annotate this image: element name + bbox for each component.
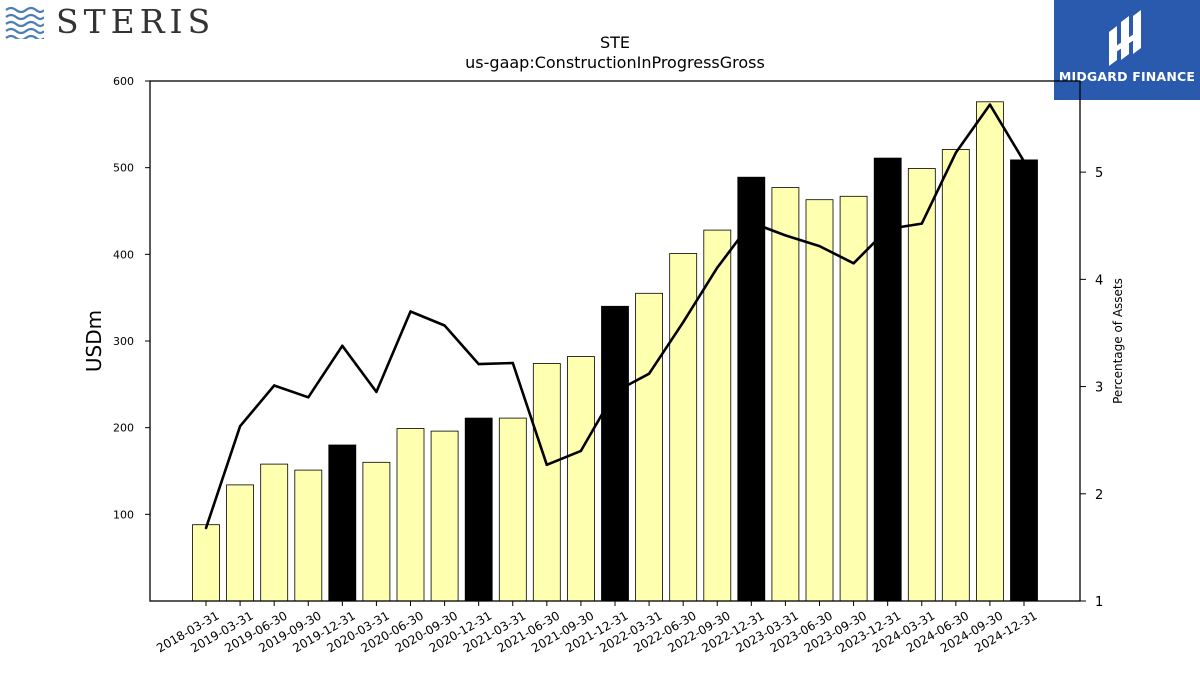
bar-2021-09-30 bbox=[567, 356, 595, 602]
line-point-2020-09-30 bbox=[443, 324, 446, 327]
line-point-2020-03-31 bbox=[375, 390, 378, 394]
y2-axis-label: Percentage of Assets bbox=[1111, 278, 1125, 404]
line-point-2021-03-31 bbox=[511, 361, 514, 365]
line-point-2019-03-31 bbox=[238, 425, 242, 428]
bar-2024-03-31 bbox=[907, 168, 936, 602]
line-point-2023-12-31 bbox=[886, 227, 889, 231]
y-tick-label: 100 bbox=[113, 508, 134, 521]
steris-wordmark: STERIS bbox=[56, 2, 216, 41]
y2-tick-label: 1 bbox=[1095, 595, 1103, 610]
bar-2018-03-31 bbox=[192, 524, 220, 602]
bar-2019-12-31 bbox=[328, 444, 357, 602]
bar-2021-03-31 bbox=[498, 417, 527, 602]
bar-2024-09-30 bbox=[976, 101, 1004, 602]
bar-2020-03-31 bbox=[362, 461, 391, 602]
bar-2024-06-30 bbox=[941, 149, 970, 602]
bar-2019-03-31 bbox=[226, 484, 255, 602]
y2-axis-ticks: 1 2 3 4 5 bbox=[1080, 166, 1103, 610]
steris-logo: STERIS bbox=[4, 4, 215, 40]
line-point-2022-09-30 bbox=[716, 266, 719, 269]
line-point-2022-03-31 bbox=[647, 372, 651, 375]
y2-tick-label: 2 bbox=[1095, 488, 1103, 503]
bar-2023-12-31 bbox=[873, 157, 902, 602]
bar-2019-06-30 bbox=[260, 463, 289, 602]
chart-subtitle: us-gaap:ConstructionInProgressGross bbox=[465, 53, 765, 72]
bar-2019-09-30 bbox=[294, 469, 323, 602]
line-point-2021-12-31 bbox=[613, 390, 617, 394]
line-point-2021-06-30 bbox=[545, 463, 548, 466]
bar-2021-06-30 bbox=[532, 363, 561, 602]
bar-2022-09-30 bbox=[703, 229, 732, 602]
y-tick-label: 600 bbox=[113, 75, 134, 88]
y2-tick-label: 4 bbox=[1095, 273, 1103, 288]
bar-2023-09-30 bbox=[839, 195, 868, 602]
line-series bbox=[204, 103, 1026, 530]
line-point-2023-06-30 bbox=[818, 244, 821, 248]
y2-tick-label: 3 bbox=[1095, 381, 1103, 396]
y-tick-label: 500 bbox=[113, 162, 134, 175]
line-point-2023-03-31 bbox=[784, 234, 787, 237]
line-point-2024-03-31 bbox=[920, 222, 923, 225]
bar-2020-06-30 bbox=[396, 428, 425, 602]
line-point-2024-12-31 bbox=[1022, 160, 1026, 163]
y-axis-ticks: 100 200 300 400 500 600 bbox=[113, 75, 150, 521]
bar-2023-03-31 bbox=[771, 187, 800, 602]
line-point-2023-09-30 bbox=[852, 262, 855, 265]
line-point-2019-09-30 bbox=[307, 396, 310, 399]
bar-2022-03-31 bbox=[635, 292, 663, 602]
line-point-2022-12-31 bbox=[750, 221, 753, 224]
bar-2020-09-30 bbox=[430, 430, 459, 602]
midgard-mark-icon bbox=[1109, 10, 1141, 66]
bar-2023-06-30 bbox=[805, 199, 834, 602]
x-axis-ticks: 2018-03-312019-03-312019-06-302019-09-30… bbox=[154, 601, 1040, 655]
y-tick-label: 200 bbox=[113, 422, 134, 435]
bar-series bbox=[192, 101, 1038, 602]
steris-waves-icon bbox=[5, 6, 44, 39]
line-point-2022-06-30 bbox=[682, 321, 685, 324]
line-point-2018-03-31 bbox=[204, 526, 208, 530]
line-point-2024-09-30 bbox=[988, 103, 992, 106]
chart-title: STE bbox=[600, 33, 630, 52]
midgard-finance-logo: MIDGARD FINANCE bbox=[1054, 0, 1200, 100]
line-point-2019-06-30 bbox=[273, 384, 276, 387]
line-point-2024-06-30 bbox=[954, 151, 957, 154]
line-point-2020-06-30 bbox=[409, 310, 412, 313]
bar-2022-06-30 bbox=[669, 253, 698, 602]
bar-2022-12-31 bbox=[737, 176, 766, 602]
y-tick-label: 300 bbox=[113, 335, 134, 348]
y-tick-label: 400 bbox=[113, 248, 134, 261]
line-point-2021-09-30 bbox=[579, 449, 583, 453]
midgard-finance-name: MIDGARD FINANCE bbox=[1058, 69, 1196, 84]
y-axis-label: USDm bbox=[82, 310, 106, 372]
line-point-2019-12-31 bbox=[341, 344, 344, 347]
line-point-2020-12-31 bbox=[477, 362, 480, 366]
y2-tick-label: 5 bbox=[1095, 166, 1103, 181]
bar-2024-12-31 bbox=[1010, 159, 1038, 602]
bar-2020-12-31 bbox=[464, 417, 493, 602]
bar-2021-12-31 bbox=[601, 305, 629, 602]
